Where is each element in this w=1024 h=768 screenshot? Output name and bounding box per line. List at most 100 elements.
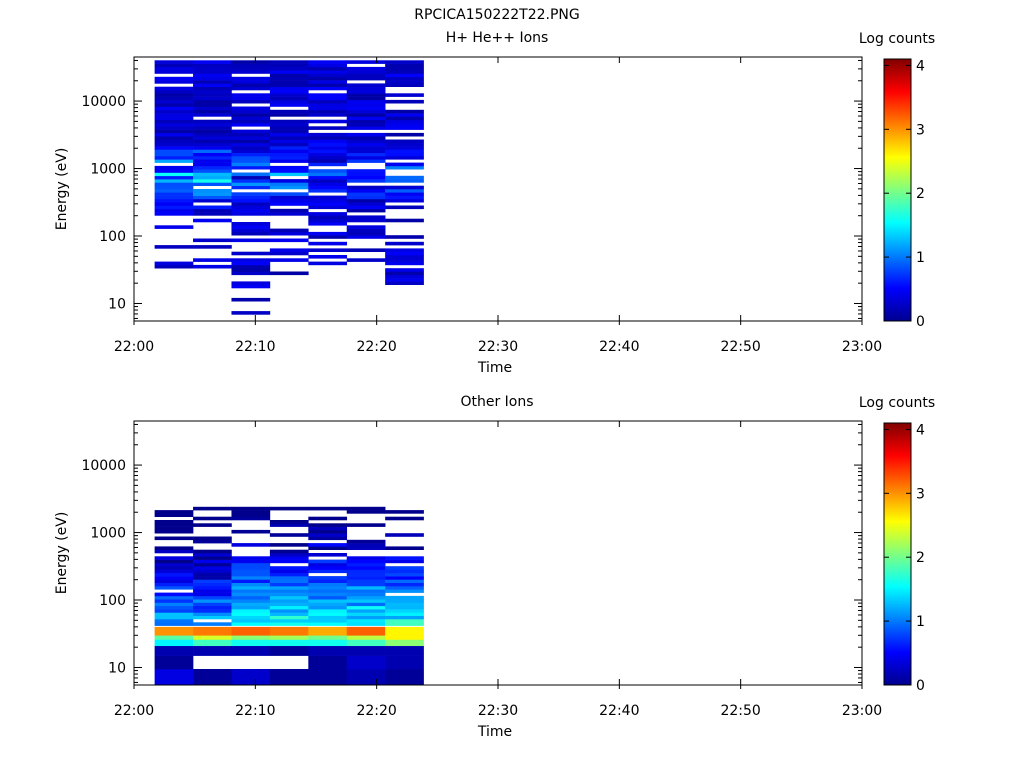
- heatmap-cell: [346, 70, 386, 74]
- heatmap-cell: [269, 599, 309, 603]
- heatmap-cell: [269, 639, 309, 647]
- heatmap-cell: [269, 96, 309, 101]
- heatmap-cell: [308, 113, 348, 117]
- heatmap-cell: [269, 165, 309, 170]
- heatmap-cell: [193, 162, 232, 167]
- heatmap-cell: [154, 179, 194, 183]
- heatmap-cell: [269, 586, 309, 590]
- heatmap-cell: [308, 579, 348, 583]
- heatmap-cell: [346, 576, 386, 580]
- heatmap-cell: [269, 83, 309, 87]
- heatmap-cell: [231, 599, 271, 603]
- x-tick-label: 22:30: [478, 339, 518, 355]
- heatmap-cell: [154, 195, 194, 200]
- x-tick-label: 22:50: [720, 339, 760, 355]
- heatmap-cell: [346, 192, 386, 196]
- heatmap-cell: [231, 70, 271, 74]
- heatmap-cell: [154, 245, 194, 249]
- colorbar-tick-label: 2: [916, 186, 925, 202]
- heatmap-cell: [308, 99, 348, 104]
- heatmap-cell: [346, 622, 386, 626]
- heatmap-cell: [308, 182, 348, 186]
- heatmap-cell: [231, 162, 271, 167]
- heatmap-cell: [308, 146, 348, 150]
- heatmap-cell: [385, 582, 424, 587]
- heatmap-cell: [193, 123, 232, 127]
- heatmap-cell: [269, 179, 309, 183]
- heatmap-cell: [193, 73, 232, 78]
- heatmap-cell: [385, 165, 424, 170]
- y-axis: 10 100 1000 10000: [81, 423, 862, 683]
- heatmap-cell: [346, 225, 386, 229]
- heatmap-cell: [154, 146, 194, 150]
- heatmap-cell: [193, 169, 232, 173]
- heatmap-cell: [346, 139, 386, 144]
- heatmap-cell: [231, 175, 271, 180]
- heatmap-cell: [231, 543, 271, 547]
- heatmap-cell: [193, 589, 232, 593]
- x-tick-label: 22:40: [599, 703, 639, 719]
- heatmap-cell: [308, 241, 348, 246]
- heatmap-cell: [154, 66, 194, 71]
- heatmap-cell: [193, 86, 232, 91]
- heatmap-cell: [385, 556, 424, 560]
- heatmap-cell: [385, 109, 424, 114]
- heatmap-cell: [346, 619, 386, 623]
- heatmap-cell: [269, 635, 309, 640]
- heatmap-cell: [269, 185, 309, 190]
- heatmap-cell: [308, 222, 348, 226]
- heatmap-cell: [308, 212, 348, 216]
- heatmap-cell: [269, 592, 309, 597]
- heatmap-cell: [154, 264, 194, 269]
- heatmap-cell: [346, 149, 386, 153]
- y-tick-label: 1000: [90, 526, 126, 542]
- heatmap-cell: [193, 113, 232, 117]
- heatmap-cell: [231, 109, 271, 114]
- colorbar-tick-label: 1: [916, 250, 925, 266]
- heatmap-cell: [385, 586, 424, 590]
- heatmap-cell: [346, 106, 386, 111]
- heatmap-cell: [231, 185, 271, 190]
- heatmap-cell: [154, 192, 194, 196]
- colorbar-ticks: 0 1 2 3 4: [884, 58, 925, 330]
- heatmap-cell: [154, 619, 194, 623]
- heatmap-cell: [154, 546, 194, 550]
- heatmap-cell: [193, 90, 232, 94]
- heatmap-cell: [346, 208, 386, 213]
- heatmap-cell: [193, 258, 232, 262]
- heatmap-cell: [308, 582, 348, 587]
- heatmap-cell: [269, 159, 309, 163]
- heatmap-cell: [154, 96, 194, 101]
- heatmap-cell: [231, 566, 271, 570]
- heatmap-cell: [385, 175, 424, 180]
- heatmap-cell: [308, 602, 348, 607]
- heatmap-cell: [346, 572, 386, 577]
- heatmap-cell: [193, 556, 232, 560]
- heatmap-cell: [193, 70, 232, 74]
- heatmap-cell: [269, 86, 309, 91]
- heatmap-cell: [269, 90, 309, 94]
- heatmap-cell: [269, 198, 309, 203]
- heatmap-cell: [308, 149, 348, 153]
- heatmap-cell: [154, 142, 194, 147]
- heatmap-cell: [346, 569, 386, 574]
- heatmap-cell: [231, 556, 271, 560]
- heatmap-cell: [231, 605, 271, 610]
- heatmap-cell: [385, 241, 424, 246]
- heatmap-cell: [231, 83, 271, 87]
- heatmap-cell: [231, 281, 271, 285]
- y-tick-label: 1000: [90, 162, 126, 178]
- heatmap-cell: [385, 189, 424, 193]
- heatmap-cell: [385, 156, 424, 160]
- heatmap-cell: [346, 172, 386, 177]
- heatmap-cell: [269, 192, 309, 196]
- x-tick-label: 22:40: [599, 339, 639, 355]
- heatmap-cell: [193, 103, 232, 107]
- heatmap-cell: [346, 546, 386, 550]
- heatmap-cell: [154, 513, 194, 517]
- heatmap-cell: [308, 626, 348, 636]
- heatmap-cell: [308, 523, 348, 527]
- heatmap-cell: [385, 146, 424, 150]
- heatmap-cell: [385, 546, 424, 550]
- heatmap-cell: [231, 261, 271, 266]
